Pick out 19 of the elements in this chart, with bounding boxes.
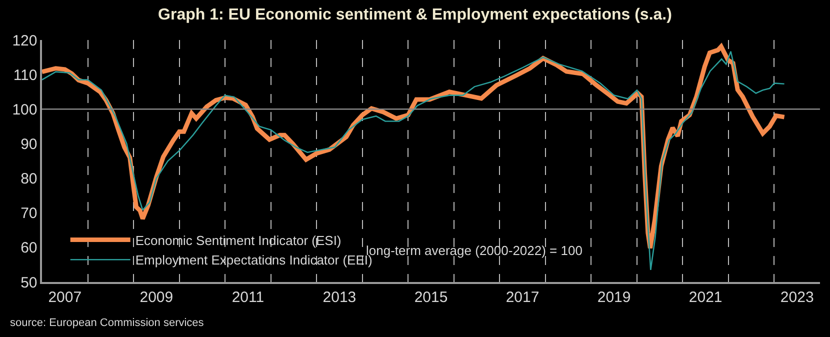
x-tick-label: 2013: [322, 288, 356, 306]
chart-title: Graph 1: EU Economic sentiment & Employment expectations (s.a.): [158, 6, 672, 24]
source-note: source: European Commission services: [10, 317, 204, 329]
x-tick-label: 2011: [232, 288, 264, 306]
x-tick-label: 2015: [414, 288, 448, 306]
x-tick-label: 2021: [688, 288, 722, 306]
x-tick-label: 2017: [506, 288, 540, 306]
y-tick-label: 60: [20, 240, 38, 257]
y-tick-label: 70: [20, 205, 38, 222]
x-tick-label: 2009: [140, 288, 174, 306]
y-tick-label: 110: [13, 66, 38, 84]
y-tick-label: 80: [20, 170, 38, 188]
y-tick-label: 100: [12, 101, 38, 118]
x-tick-label: 2019: [597, 288, 631, 306]
y-tick-label: 120: [12, 32, 38, 50]
x-tick-label: 2007: [48, 288, 82, 306]
y-tick-label: 90: [20, 136, 38, 153]
x-tick-label: 2023: [780, 288, 814, 306]
y-tick-label: 50: [20, 274, 38, 292]
